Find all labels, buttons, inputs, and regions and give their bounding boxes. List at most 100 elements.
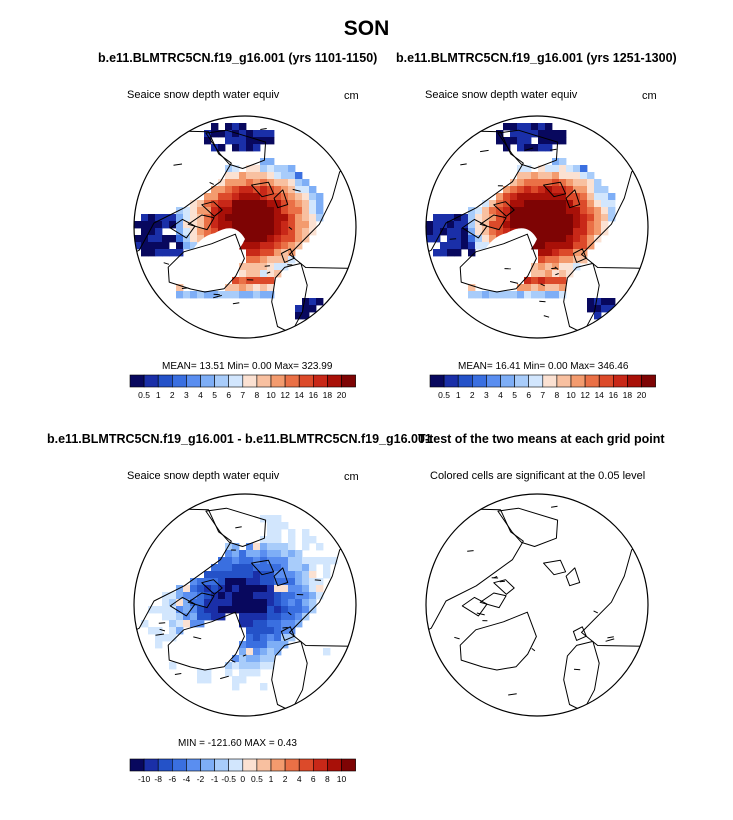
coastline-fragment: [264, 265, 270, 267]
map-cell: [288, 207, 296, 215]
map-cell: [552, 249, 560, 257]
coastline: [565, 567, 581, 587]
map-cell: [155, 249, 163, 257]
map-cell: [281, 627, 289, 635]
coastline: [479, 592, 507, 609]
coastline-fragment: [159, 628, 166, 632]
map-cell: [211, 214, 219, 222]
map-cell: [260, 284, 268, 292]
map-cell: [587, 298, 595, 306]
map-cell: [148, 249, 156, 257]
map-cell: [218, 557, 226, 565]
map-cell: [267, 613, 275, 621]
map-cell: [225, 193, 233, 201]
coastline-fragment: [193, 636, 202, 640]
map-cell: [510, 123, 518, 131]
map-cell: [433, 235, 441, 243]
map-cell: [190, 200, 198, 208]
coastline-fragment: [158, 622, 166, 624]
map-cell: [552, 130, 560, 138]
map-cell: [197, 221, 205, 229]
map-cell: [288, 221, 296, 229]
map-cell: [176, 613, 184, 621]
colorbar-tick-label: -6: [169, 774, 177, 784]
map-cell: [510, 291, 518, 299]
map-cell: [295, 179, 303, 187]
coastline: [205, 129, 267, 169]
map-cell: [253, 648, 261, 656]
map-cell: [531, 186, 539, 194]
map-cell: [176, 221, 184, 229]
map-cell: [169, 599, 177, 607]
colorbar-tick-label: 0: [240, 774, 245, 784]
map-cell: [573, 165, 581, 173]
map-cell: [260, 536, 268, 544]
map-cell: [594, 186, 602, 194]
map-cell: [468, 284, 476, 292]
coastline-fragment: [508, 693, 517, 696]
map-cell: [316, 200, 324, 208]
map-cell: [169, 235, 177, 243]
colorbar-swatch: [129, 374, 145, 388]
map-cell: [580, 165, 588, 173]
map-cell: [433, 249, 441, 257]
map-cell: [288, 536, 296, 544]
map-cell: [566, 193, 574, 201]
colorbar-swatch: [471, 374, 487, 388]
map-cell: [309, 214, 317, 222]
map-cell: [531, 123, 539, 131]
map-cell: [309, 536, 317, 544]
map-cell: [218, 144, 226, 152]
map-cell: [232, 592, 240, 600]
map-cell: [594, 298, 602, 306]
map-cell: [169, 662, 177, 670]
map-cell: [545, 137, 553, 145]
map-cell: [239, 172, 247, 180]
map-cell: [538, 200, 546, 208]
map-field-2: [426, 123, 648, 334]
coastline: [273, 567, 289, 587]
map-cell: [288, 529, 296, 537]
panel-1-variable-label: Seaice snow depth water equiv: [127, 89, 280, 101]
map-cell: [524, 186, 532, 194]
map-cell: [267, 634, 275, 642]
coastline-fragment: [213, 293, 220, 296]
coastline-fragment: [181, 287, 189, 289]
map-cell: [253, 221, 261, 229]
coastline: [134, 130, 232, 258]
map-cell: [323, 648, 331, 656]
coastline: [572, 248, 587, 263]
map-cell: [225, 214, 233, 222]
map-cell: [162, 221, 170, 229]
map-cell: [197, 676, 205, 684]
map-cell: [538, 242, 546, 250]
map-cell: [169, 592, 177, 600]
map-cell: [190, 592, 198, 600]
panel-2-title: b.e11.BLMTRC5CN.f19_g16.001 (yrs 1251-13…: [396, 51, 677, 65]
map-cell: [225, 557, 233, 565]
map-cell: [225, 200, 233, 208]
map-cell: [232, 676, 240, 684]
map-cell: [246, 284, 254, 292]
map-cell: [218, 571, 226, 579]
map-cell: [232, 571, 240, 579]
map-cell: [580, 221, 588, 229]
map-cell: [253, 564, 261, 572]
colorbar-tick-label: 16: [609, 390, 619, 400]
coastline: [581, 541, 648, 647]
colorbar-swatch: [312, 374, 328, 388]
map-cell: [531, 228, 539, 236]
map-cell: [531, 193, 539, 201]
open-water-area: [185, 228, 245, 271]
map-cell: [141, 242, 149, 250]
coastline: [280, 626, 295, 641]
map-cell: [323, 564, 331, 572]
map-cell: [218, 606, 226, 614]
colorbar-swatch: [256, 374, 272, 388]
map-cell: [267, 235, 275, 243]
coastline: [479, 214, 507, 231]
map-cell: [587, 200, 595, 208]
map-cell: [489, 200, 497, 208]
map-cell: [239, 592, 247, 600]
map-cell: [253, 270, 261, 278]
